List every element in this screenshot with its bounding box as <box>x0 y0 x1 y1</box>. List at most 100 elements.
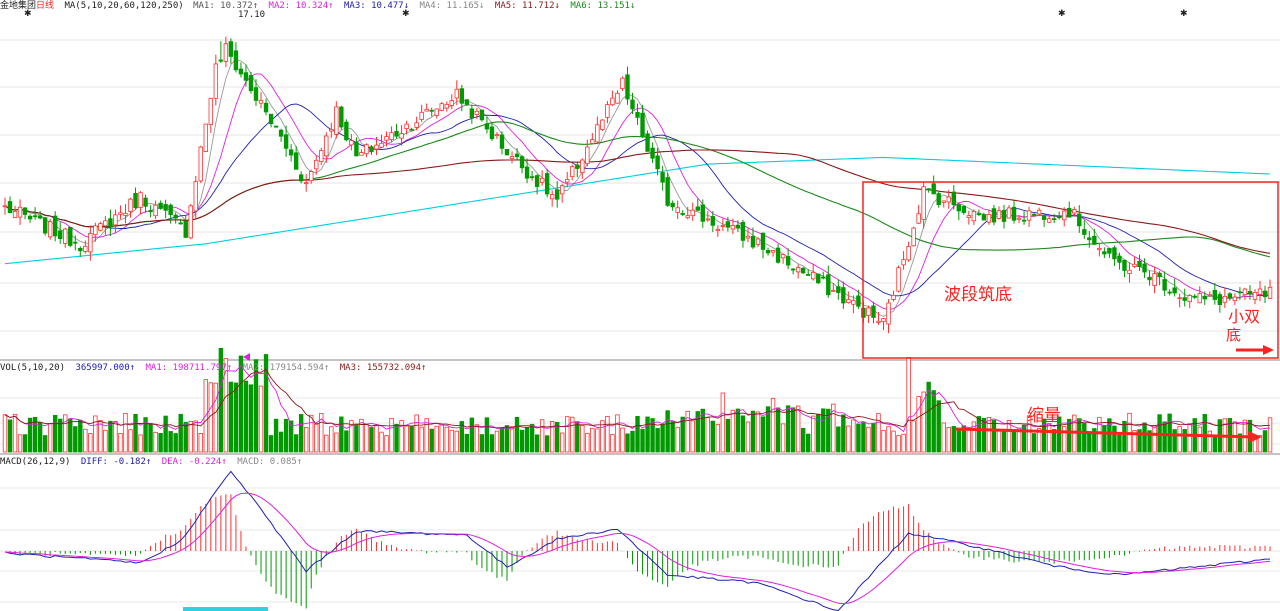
ma2-value: MA2: 10.324↑ <box>268 1 334 11</box>
candle-body <box>469 108 475 119</box>
candle-body <box>876 320 881 323</box>
volume-bar <box>720 392 726 453</box>
candle-body <box>700 204 705 222</box>
period-label[interactable]: 日线 <box>36 1 55 11</box>
candle-body <box>976 213 982 216</box>
candle-body <box>580 159 585 174</box>
volume-bar <box>494 430 500 453</box>
volume-bar <box>755 411 761 453</box>
volume-bar <box>1197 426 1202 453</box>
volume-bar <box>153 431 158 453</box>
volume-bar <box>549 421 555 453</box>
candle-body <box>831 289 836 292</box>
candle-body <box>750 236 756 248</box>
volume-bar <box>981 417 987 453</box>
volume-bar <box>514 416 520 453</box>
candle-body <box>208 97 214 126</box>
candle-body <box>324 135 329 157</box>
candle-body <box>178 222 183 225</box>
candle-body <box>203 123 208 152</box>
candle-body <box>1177 297 1182 300</box>
candle-body <box>258 99 264 104</box>
volume-bar <box>354 424 359 453</box>
candle-body <box>891 294 896 300</box>
volume-bar <box>449 429 454 453</box>
candle-body <box>103 220 108 227</box>
volume-bar <box>138 434 143 453</box>
candle-body <box>394 130 399 137</box>
volume-bar <box>344 430 349 453</box>
candle-body <box>941 200 946 203</box>
volume-bar <box>118 432 123 453</box>
volume-bar <box>1097 416 1102 453</box>
vol-ma2: MA2: 179154.594↑ <box>242 363 330 373</box>
ma1-value: MA1: 10.372↑ <box>193 1 259 11</box>
volume-bar <box>158 432 163 453</box>
volume-bar <box>1237 433 1243 453</box>
volume-bar <box>1172 429 1177 453</box>
volume-bar <box>188 420 193 453</box>
candle-body <box>1031 213 1037 216</box>
candle-body <box>288 149 294 156</box>
volume-bar <box>93 415 98 453</box>
volume-bar <box>575 421 580 453</box>
candle-body <box>83 245 88 252</box>
candle-body <box>359 152 364 156</box>
candle-body <box>1262 290 1268 298</box>
volume-bar <box>1036 427 1042 453</box>
volume-bar <box>63 414 68 453</box>
volume-bar <box>1182 429 1187 453</box>
candle-body <box>138 192 143 208</box>
vol-ma3: MA3: 155732.094↑ <box>339 363 427 373</box>
candle-body <box>1247 290 1253 295</box>
candle-body <box>615 92 620 104</box>
candle-body <box>534 175 540 187</box>
candle-body <box>238 68 244 75</box>
macd-dea-line <box>4 492 1271 605</box>
candle-body <box>253 87 259 101</box>
candle-body <box>539 177 545 183</box>
candle-body <box>444 103 449 109</box>
volume-bar <box>293 434 299 453</box>
candle-body <box>1072 209 1077 214</box>
candle-body <box>273 125 279 128</box>
volume-bar <box>570 416 575 453</box>
volume-bar <box>730 409 736 453</box>
volume-bar <box>2 414 8 453</box>
vol-params: VOL(5,10,20) <box>0 363 66 373</box>
candle-body <box>459 88 465 104</box>
candle-body <box>1252 291 1258 300</box>
volume-bar <box>268 435 274 453</box>
volume-bar <box>1041 418 1047 453</box>
volume-bar <box>1021 424 1027 453</box>
candle-body <box>339 106 344 128</box>
volume-bar <box>1087 433 1092 453</box>
volume-bar <box>359 418 364 453</box>
candle-body <box>148 210 153 213</box>
volume-bar <box>374 425 379 453</box>
volume-bar <box>298 414 304 453</box>
volume-bar <box>223 358 229 453</box>
volume-bar <box>775 407 781 453</box>
candle-body <box>158 202 163 209</box>
candle-body <box>1257 288 1263 295</box>
candle-body <box>1197 293 1202 304</box>
candle-body <box>1127 269 1132 274</box>
stock-name[interactable]: 金地集团 <box>0 1 37 11</box>
candle-body <box>570 166 575 178</box>
volume-bar <box>921 391 926 453</box>
candle-body <box>705 218 710 221</box>
candle-body <box>429 109 434 112</box>
candle-body <box>921 186 926 220</box>
ma-params: MA(5,10,20,60,120,250) <box>64 1 184 11</box>
volume-bar <box>12 413 18 453</box>
volume-bar <box>690 420 695 453</box>
volume-bar <box>534 434 540 453</box>
candle-body <box>1162 279 1167 291</box>
volume-bar <box>409 426 414 453</box>
volume-bar <box>941 422 946 453</box>
volume-bar <box>625 433 630 453</box>
candle-body <box>826 274 831 296</box>
candle-body <box>605 104 610 118</box>
candle-body <box>946 196 951 203</box>
